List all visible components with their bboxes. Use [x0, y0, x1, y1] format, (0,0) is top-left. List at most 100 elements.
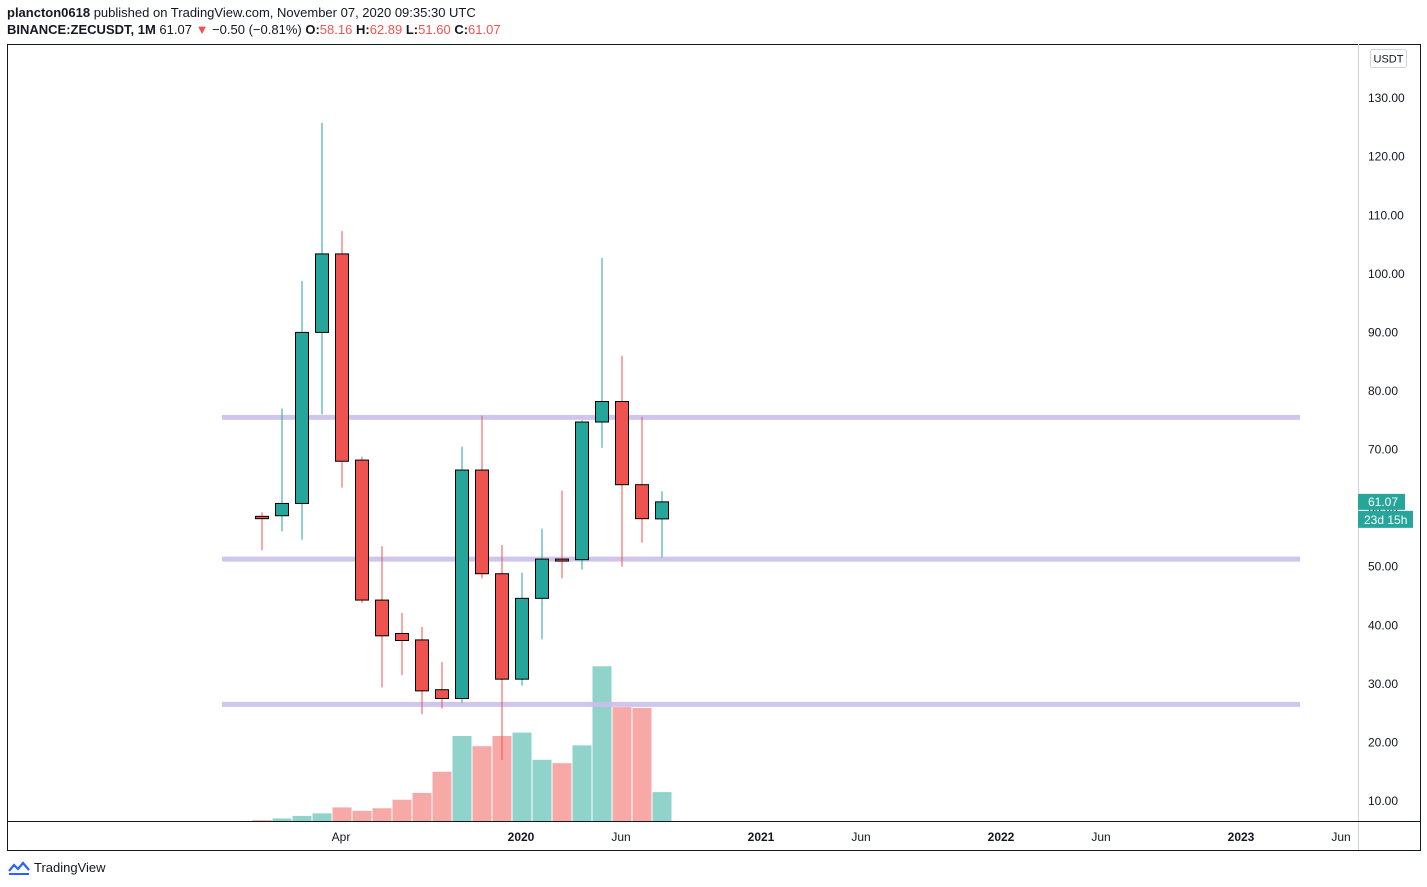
y-tick-label: 100.00 — [1368, 267, 1405, 281]
x-tick-label: Apr — [332, 830, 351, 844]
candle-body — [375, 599, 389, 637]
candle-body — [295, 331, 309, 504]
x-tick-label: Jun — [611, 830, 630, 844]
volume-bar — [272, 818, 292, 821]
y-tick-label: 20.00 — [1368, 735, 1398, 749]
tradingview-logo-icon — [8, 860, 30, 875]
candle-body — [415, 639, 429, 692]
chart-frame — [7, 44, 1421, 851]
candle — [635, 416, 649, 543]
candle — [355, 456, 369, 604]
candle-body — [475, 469, 489, 575]
y-tick-label: 30.00 — [1368, 677, 1398, 691]
candle — [535, 528, 549, 640]
high-value: 62.89 — [369, 22, 403, 37]
currency-box — [1370, 49, 1407, 68]
volume-bar — [412, 792, 432, 821]
low-label: L: — [405, 22, 419, 37]
countdown-box — [1358, 510, 1413, 528]
candle — [455, 446, 469, 703]
ohlc-legend: BINANCE:ZECUSDT, 1M 61.07 ▼ −0.50 (−0.81… — [7, 22, 501, 37]
currency-label: USDT — [1374, 54, 1404, 66]
volume-bar — [372, 808, 392, 821]
candle — [315, 122, 329, 415]
y-tick-label: 50.00 — [1368, 560, 1398, 574]
candle — [435, 662, 449, 709]
x-tick-label: 2022 — [988, 830, 1015, 844]
x-tick-label: Jun — [851, 830, 870, 844]
publish-text: published on TradingView.com, November 0… — [90, 5, 476, 20]
volume-bar — [452, 736, 472, 821]
candle-body — [635, 484, 649, 520]
tradingview-brand: TradingView — [34, 860, 106, 875]
candle — [555, 490, 569, 579]
close-value: 61.07 — [468, 22, 501, 37]
price-label-box — [1358, 493, 1405, 510]
candle-body — [255, 515, 269, 520]
volume-bar — [312, 813, 332, 821]
volume-bar — [392, 799, 412, 821]
volume-bar — [552, 763, 572, 821]
candle — [275, 408, 289, 532]
volume-bar — [632, 707, 652, 821]
countdown-label: 23d 15h — [1364, 513, 1407, 527]
candle — [255, 512, 269, 551]
volume-bar — [592, 666, 612, 821]
volume-bar — [512, 732, 532, 821]
down-arrow-icon: ▼ — [195, 22, 209, 37]
x-tick-label: Jun — [1331, 830, 1350, 844]
y-tick-label: 70.00 — [1368, 443, 1398, 457]
candle-body — [395, 632, 409, 642]
open-label: O: — [305, 22, 320, 37]
candle — [475, 415, 489, 579]
volume-bar — [492, 736, 512, 821]
volume-bar — [532, 759, 552, 821]
candle — [655, 491, 669, 558]
volume-bar — [472, 746, 492, 821]
candle-body — [615, 401, 629, 486]
candle — [575, 420, 589, 570]
x-tick-label: 2023 — [1228, 830, 1255, 844]
candle-body — [575, 421, 589, 561]
y-tick-label: 120.00 — [1368, 150, 1405, 164]
volume-bar — [432, 771, 452, 821]
candle-body — [535, 558, 549, 599]
volume-bar — [332, 807, 352, 821]
candle-body — [315, 253, 329, 333]
x-tick-label: Jun — [1091, 830, 1110, 844]
price-label: 61.07 — [1368, 495, 1398, 509]
candle-body — [595, 401, 609, 423]
candle — [415, 627, 429, 715]
candle — [335, 231, 349, 488]
y-tick-label: 130.00 — [1368, 91, 1405, 105]
candle — [515, 572, 529, 686]
price-change: −0.50 (−0.81%) — [212, 22, 302, 37]
volume-bar — [612, 707, 632, 821]
author-name[interactable]: plancton0618 — [7, 5, 91, 20]
candle-body — [515, 597, 529, 680]
y-tick-label: 80.00 — [1368, 384, 1398, 398]
candle — [395, 612, 409, 676]
candle-body — [335, 253, 349, 462]
high-label: H: — [355, 22, 370, 37]
tradingview-footer[interactable]: TradingView — [8, 860, 106, 875]
candle — [495, 545, 509, 760]
y-tick-label: 110.00 — [1368, 208, 1404, 222]
publish-info: plancton0618 published on TradingView.co… — [7, 5, 476, 20]
candle-body — [555, 558, 569, 562]
candle — [595, 258, 609, 448]
candle-body — [355, 459, 369, 601]
candle — [295, 280, 309, 540]
volume-bar — [652, 792, 672, 821]
open-value: 58.16 — [319, 22, 353, 37]
candle-body — [275, 502, 289, 517]
volume-bar — [352, 810, 372, 821]
x-tick-label: 2020 — [508, 830, 535, 844]
y-tick-label: 90.00 — [1368, 325, 1398, 339]
candle-body — [455, 469, 469, 699]
candle-body — [435, 689, 449, 699]
last-price: 61.07 — [159, 22, 192, 37]
candle — [375, 546, 389, 688]
candle — [615, 355, 629, 567]
